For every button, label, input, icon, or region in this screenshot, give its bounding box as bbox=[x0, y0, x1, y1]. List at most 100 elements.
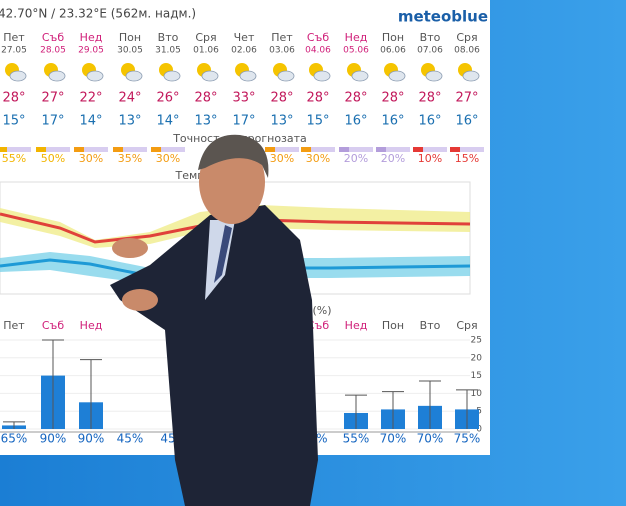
accuracy-label: 55% bbox=[2, 152, 26, 165]
temperature-title: Темп bbox=[175, 169, 205, 182]
y-tick-label: 0 bbox=[476, 425, 482, 435]
accuracy-bar bbox=[36, 147, 70, 152]
accuracy-label: 10% bbox=[418, 152, 442, 165]
day-name: Нед bbox=[80, 31, 103, 44]
max-temperature: 33° bbox=[232, 91, 255, 106]
suit bbox=[110, 205, 318, 506]
precip-probability: 45% bbox=[117, 432, 144, 446]
precip-day: Сря bbox=[456, 319, 477, 332]
day-name: Вто bbox=[420, 31, 441, 44]
accuracy-bar bbox=[413, 147, 447, 152]
day-name: Пет bbox=[271, 31, 293, 44]
weather-icon-cloud bbox=[351, 70, 369, 82]
weather-icon-cloud bbox=[462, 70, 480, 82]
y-tick-label: 15 bbox=[471, 371, 482, 381]
weather-icon-cloud bbox=[125, 70, 143, 82]
day-name: Сря bbox=[195, 31, 216, 44]
accuracy-bar-fill bbox=[0, 147, 7, 152]
day-date: 07.06 bbox=[417, 46, 443, 56]
precip-day: Вто bbox=[420, 319, 441, 332]
accuracy-bar bbox=[151, 147, 185, 152]
max-temperature: 26° bbox=[156, 91, 179, 106]
weather-icon-cloud bbox=[239, 70, 257, 82]
accuracy-bar bbox=[0, 147, 31, 152]
day-date: 29.05 bbox=[78, 46, 104, 56]
accuracy-bar bbox=[265, 147, 299, 152]
min-temperature: 16° bbox=[455, 114, 478, 129]
day-date: 01.06 bbox=[193, 46, 219, 56]
hand bbox=[112, 238, 148, 258]
min-temperature: 16° bbox=[381, 114, 404, 129]
accuracy-bar-fill bbox=[151, 147, 161, 152]
min-temperature: 13° bbox=[118, 114, 141, 129]
accuracy-label: 35% bbox=[118, 152, 142, 165]
accuracy-bar-fill bbox=[376, 147, 386, 152]
max-temperature: 28° bbox=[418, 91, 441, 106]
max-temperature: 24° bbox=[118, 91, 141, 106]
precip-probability: 75% bbox=[454, 432, 481, 446]
accuracy-label: 15% bbox=[455, 152, 479, 165]
accuracy-label: 20% bbox=[381, 152, 405, 165]
min-temperature: 17° bbox=[41, 114, 64, 129]
accuracy-bar-fill bbox=[339, 147, 349, 152]
hair bbox=[198, 134, 269, 178]
y-tick-label: 25 bbox=[471, 336, 482, 346]
precip-day: Пон bbox=[382, 319, 404, 332]
day-date: 27.05 bbox=[1, 46, 27, 56]
day-date: 03.06 bbox=[269, 46, 295, 56]
min-temperature: 17° bbox=[232, 114, 255, 129]
weather-icon-cloud bbox=[201, 70, 219, 82]
min-temperature: 13° bbox=[270, 114, 293, 129]
min-temperature: 14° bbox=[79, 114, 102, 129]
day-name: Сря bbox=[456, 31, 477, 44]
accuracy-bar bbox=[339, 147, 373, 152]
max-temperature: 28° bbox=[381, 91, 404, 106]
day-date: 08.06 bbox=[454, 46, 480, 56]
accuracy-bar-fill bbox=[36, 147, 46, 152]
precip-day: Пет bbox=[3, 319, 25, 332]
max-temperature: 27° bbox=[455, 91, 478, 106]
max-temperature: 28° bbox=[194, 91, 217, 106]
max-temperature: 28° bbox=[344, 91, 367, 106]
accuracy-bar-fill bbox=[74, 147, 84, 152]
precip-probability: 55% bbox=[343, 432, 370, 446]
min-temperature: 14° bbox=[156, 114, 179, 129]
weather-icon-cloud bbox=[313, 70, 331, 82]
accuracy-label: 30% bbox=[306, 152, 330, 165]
max-temp-line bbox=[0, 212, 471, 244]
min-temperature: 16° bbox=[344, 114, 367, 129]
max-temperature: 27° bbox=[41, 91, 64, 106]
precipitation-title: (%) bbox=[312, 304, 331, 317]
accuracy-bar bbox=[301, 147, 335, 152]
y-tick-label: 10 bbox=[471, 389, 483, 399]
precip-probability: 70% bbox=[380, 432, 407, 446]
accuracy-bar bbox=[450, 147, 484, 152]
precip-probability: 90% bbox=[40, 432, 67, 446]
location: 42.70°N / 23.32°E (562м. надм.) bbox=[0, 7, 196, 21]
precip-day: Нед bbox=[345, 319, 368, 332]
weather-icon-cloud bbox=[163, 70, 181, 82]
min-temperature: 13° bbox=[194, 114, 217, 129]
day-date: 31.05 bbox=[155, 46, 181, 56]
max-temperature: 28° bbox=[270, 91, 293, 106]
precip-probability: 45 bbox=[160, 432, 175, 446]
accuracy-label: 30% bbox=[270, 152, 294, 165]
accuracy-bar bbox=[376, 147, 410, 152]
accuracy-label: 30% bbox=[156, 152, 180, 165]
weather-icon-cloud bbox=[86, 70, 104, 82]
day-name: Нед bbox=[345, 31, 368, 44]
accuracy-label: 30% bbox=[79, 152, 103, 165]
presenter bbox=[110, 134, 318, 506]
max-temperature: 22° bbox=[79, 91, 102, 106]
precip-day: Съб bbox=[42, 319, 64, 332]
day-name: Чет bbox=[234, 31, 255, 44]
accuracy-bar-fill bbox=[265, 147, 275, 152]
y-tick-label: 20 bbox=[471, 353, 483, 363]
day-name: Пон bbox=[382, 31, 404, 44]
weather-icon-cloud bbox=[277, 70, 295, 82]
weather-icon-cloud bbox=[9, 70, 27, 82]
day-date: 04.06 bbox=[305, 46, 331, 56]
accuracy-bar-fill bbox=[450, 147, 460, 152]
